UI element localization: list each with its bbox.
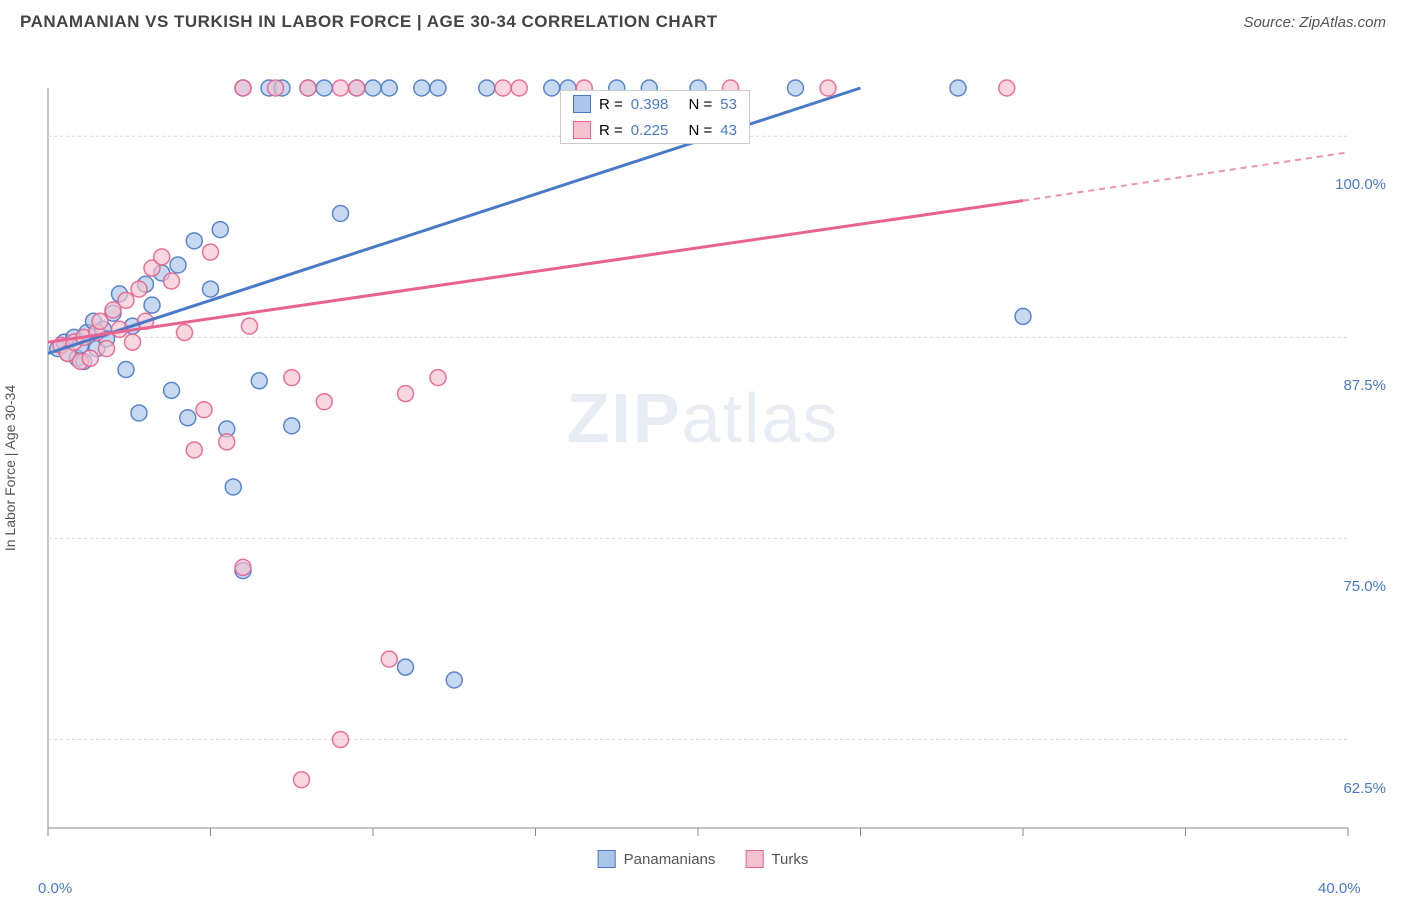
watermark: ZIPatlas xyxy=(567,378,840,458)
legend-row-turks: R = 0.225 N = 43 xyxy=(561,117,749,143)
y-tick-label: 100.0% xyxy=(1335,176,1386,193)
y-tick-label: 62.5% xyxy=(1343,780,1386,797)
x-tick-max: 40.0% xyxy=(1318,880,1361,897)
scatter-plot-svg xyxy=(0,40,1406,880)
y-tick-label: 75.0% xyxy=(1343,578,1386,595)
series-legend: Panamanians Turks xyxy=(598,850,809,868)
legend-swatch-pink xyxy=(573,121,591,139)
x-tick-min: 0.0% xyxy=(38,880,72,897)
legend-item-turks: Turks xyxy=(745,850,808,868)
source-attribution: Source: ZipAtlas.com xyxy=(1243,14,1386,31)
y-tick-label: 87.5% xyxy=(1343,377,1386,394)
chart-area: In Labor Force | Age 30-34 ZIPatlas R = … xyxy=(0,40,1406,880)
correlation-legend: R = 0.398 N = 53 R = 0.225 N = 43 xyxy=(560,90,750,144)
chart-header: PANAMANIAN VS TURKISH IN LABOR FORCE | A… xyxy=(0,0,1406,40)
legend-swatch-blue-icon xyxy=(598,850,616,868)
legend-row-panamanians: R = 0.398 N = 53 xyxy=(561,91,749,117)
chart-title: PANAMANIAN VS TURKISH IN LABOR FORCE | A… xyxy=(20,12,718,32)
legend-swatch-pink-icon xyxy=(745,850,763,868)
legend-swatch-blue xyxy=(573,95,591,113)
legend-item-panamanians: Panamanians xyxy=(598,850,716,868)
